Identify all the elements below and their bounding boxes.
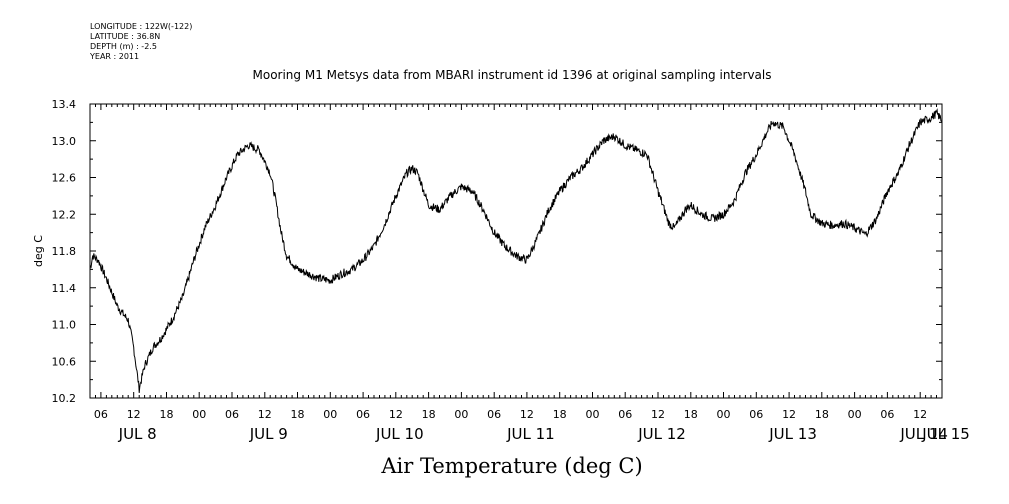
x-tick-label: 06 xyxy=(225,408,239,421)
x-tick-label: 00 xyxy=(585,408,599,421)
year-label: YEAR : 2011 xyxy=(90,52,140,61)
x-tick-label: 18 xyxy=(815,408,829,421)
day-label: JUL 9 xyxy=(249,425,288,443)
x-tick-label: 18 xyxy=(422,408,436,421)
series-line xyxy=(89,108,943,393)
plot-frame xyxy=(89,103,943,399)
x-tick-label: 18 xyxy=(684,408,698,421)
day-label: JUL 8 xyxy=(118,425,157,443)
longitude-label: LONGITUDE : 122W(-122) xyxy=(90,22,193,31)
x-tick-label: 12 xyxy=(389,408,403,421)
y-tick-label: 12.6 xyxy=(52,172,77,185)
x-tick-label: 00 xyxy=(323,408,337,421)
x-tick-label: 00 xyxy=(192,408,206,421)
y-tick-label: 13.0 xyxy=(52,135,77,148)
x-tick-label: 18 xyxy=(159,408,173,421)
day-label: JUL 11 xyxy=(506,425,555,443)
day-label: JUL 10 xyxy=(375,425,424,443)
x-tick-label: 06 xyxy=(618,408,632,421)
latitude-label: LATITUDE : 36.8N xyxy=(90,32,161,41)
y-tick-label: 10.6 xyxy=(52,355,77,368)
tick-marks xyxy=(89,103,943,399)
x-tick-label: 06 xyxy=(749,408,763,421)
x-tick-label: 06 xyxy=(487,408,501,421)
depth-label: DEPTH (m) : -2.5 xyxy=(90,42,157,51)
axis-ticks xyxy=(89,103,943,399)
day-label: JUL 15 xyxy=(921,425,970,443)
x-tick-label: 06 xyxy=(356,408,370,421)
x-tick-label: 00 xyxy=(717,408,731,421)
x-tick-labels: 06 12 18 00 06 12 18 00 06 12 18 00 06 12 18 00 06 12 18 00… xyxy=(94,408,927,421)
x-tick-label: 12 xyxy=(520,408,534,421)
y-tick-label: 11.4 xyxy=(52,282,77,295)
x-tick-label: 00 xyxy=(454,408,468,421)
y-tick-label: 12.2 xyxy=(52,208,77,221)
chart-title: Mooring M1 Metsys data from MBARI instru… xyxy=(252,68,772,82)
day-label: JUL 12 xyxy=(637,425,686,443)
y-tick-label: 10.2 xyxy=(52,392,77,405)
x-tick-label: 18 xyxy=(291,408,305,421)
chart-bottom-title: Air Temperature (deg C) xyxy=(381,454,643,478)
location-metadata: LONGITUDE : 122W(-122) LATITUDE : 36.8N … xyxy=(90,22,192,62)
x-tick-label: 12 xyxy=(782,408,796,421)
x-tick-label: 12 xyxy=(258,408,272,421)
day-labels: JUL 8 JUL 9 JUL 10 JUL 11 JUL 12 JUL 13 JUL 14… xyxy=(118,425,970,443)
x-tick-label: 18 xyxy=(553,408,567,421)
day-label: JUL 14 xyxy=(899,425,948,443)
x-tick-label: 12 xyxy=(127,408,141,421)
y-tick-label: 11.8 xyxy=(52,245,77,258)
x-tick-label: 12 xyxy=(651,408,665,421)
y-tick-label: 11.0 xyxy=(52,319,77,332)
x-tick-label: 00 xyxy=(848,408,862,421)
day-label: JUL 13 xyxy=(768,425,817,443)
y-tick-labels: 10.2 10.6 11.0 11.4 11.8 12.2 12.6 13.0 13.4 xyxy=(52,98,77,405)
y-axis-label: deg C xyxy=(32,235,45,267)
y-tick-label: 13.4 xyxy=(52,98,77,111)
x-tick-label: 12 xyxy=(913,408,927,421)
x-tick-label: 06 xyxy=(880,408,894,421)
x-tick-label: 06 xyxy=(94,408,108,421)
